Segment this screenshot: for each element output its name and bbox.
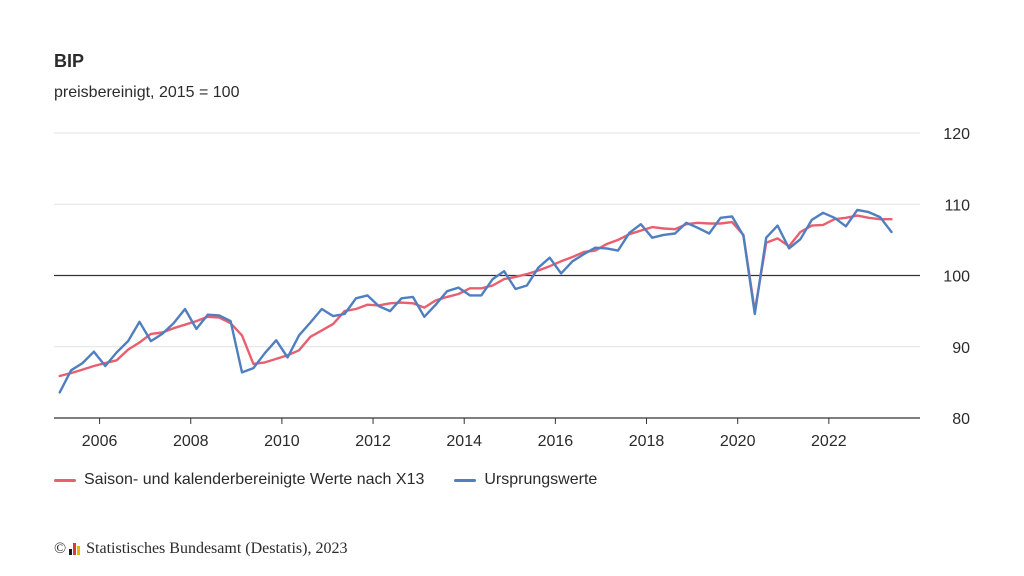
legend-swatch-x13 xyxy=(54,478,76,482)
legend-item-x13[interactable]: Saison- und kalenderbereinigte Werte nac… xyxy=(54,471,424,489)
x-tick-label-2010: 2010 xyxy=(264,433,300,450)
x-tick-label-2006: 2006 xyxy=(82,433,118,450)
x-tick-label-2022: 2022 xyxy=(811,433,847,450)
y-tick-label-80: 80 xyxy=(952,411,970,428)
legend-item-ursprungswerte[interactable]: Ursprungswerte xyxy=(454,471,597,489)
x-tick-label-2020: 2020 xyxy=(720,433,756,450)
y-tick-label-90: 90 xyxy=(952,340,970,357)
x-tick-label-2018: 2018 xyxy=(629,433,665,450)
series-line-ursprungswerte xyxy=(58,208,893,394)
chart-subtitle: preisbereinigt, 2015 = 100 xyxy=(54,84,240,101)
y-tick-label-110: 110 xyxy=(944,197,970,214)
y-tick-label-100: 100 xyxy=(943,269,970,286)
legend-label-ursprungswerte: Ursprungswerte xyxy=(484,471,598,488)
chart-title: BIP xyxy=(54,51,85,71)
x-tick-label-2014: 2014 xyxy=(446,433,482,450)
chart-legend: Saison- und kalenderbereinigte Werte nac… xyxy=(54,471,627,489)
x-tick-label-2008: 2008 xyxy=(173,433,209,450)
source-text: Statistisches Bundesamt (Destatis), 2023 xyxy=(86,540,348,557)
legend-label-x13: Saison- und kalenderbereinigte Werte nac… xyxy=(84,471,425,488)
legend-swatch-ursprungswerte xyxy=(454,478,477,482)
source-credit: © Statistisches Bundesamt (Destatis), 20… xyxy=(54,540,347,558)
x-tick-label-2012: 2012 xyxy=(355,433,391,450)
destatis-logo-icon xyxy=(69,543,81,555)
x-tick-label-2016: 2016 xyxy=(538,433,574,450)
copyright-symbol: © xyxy=(54,540,67,557)
y-tick-label-120: 120 xyxy=(943,126,970,143)
